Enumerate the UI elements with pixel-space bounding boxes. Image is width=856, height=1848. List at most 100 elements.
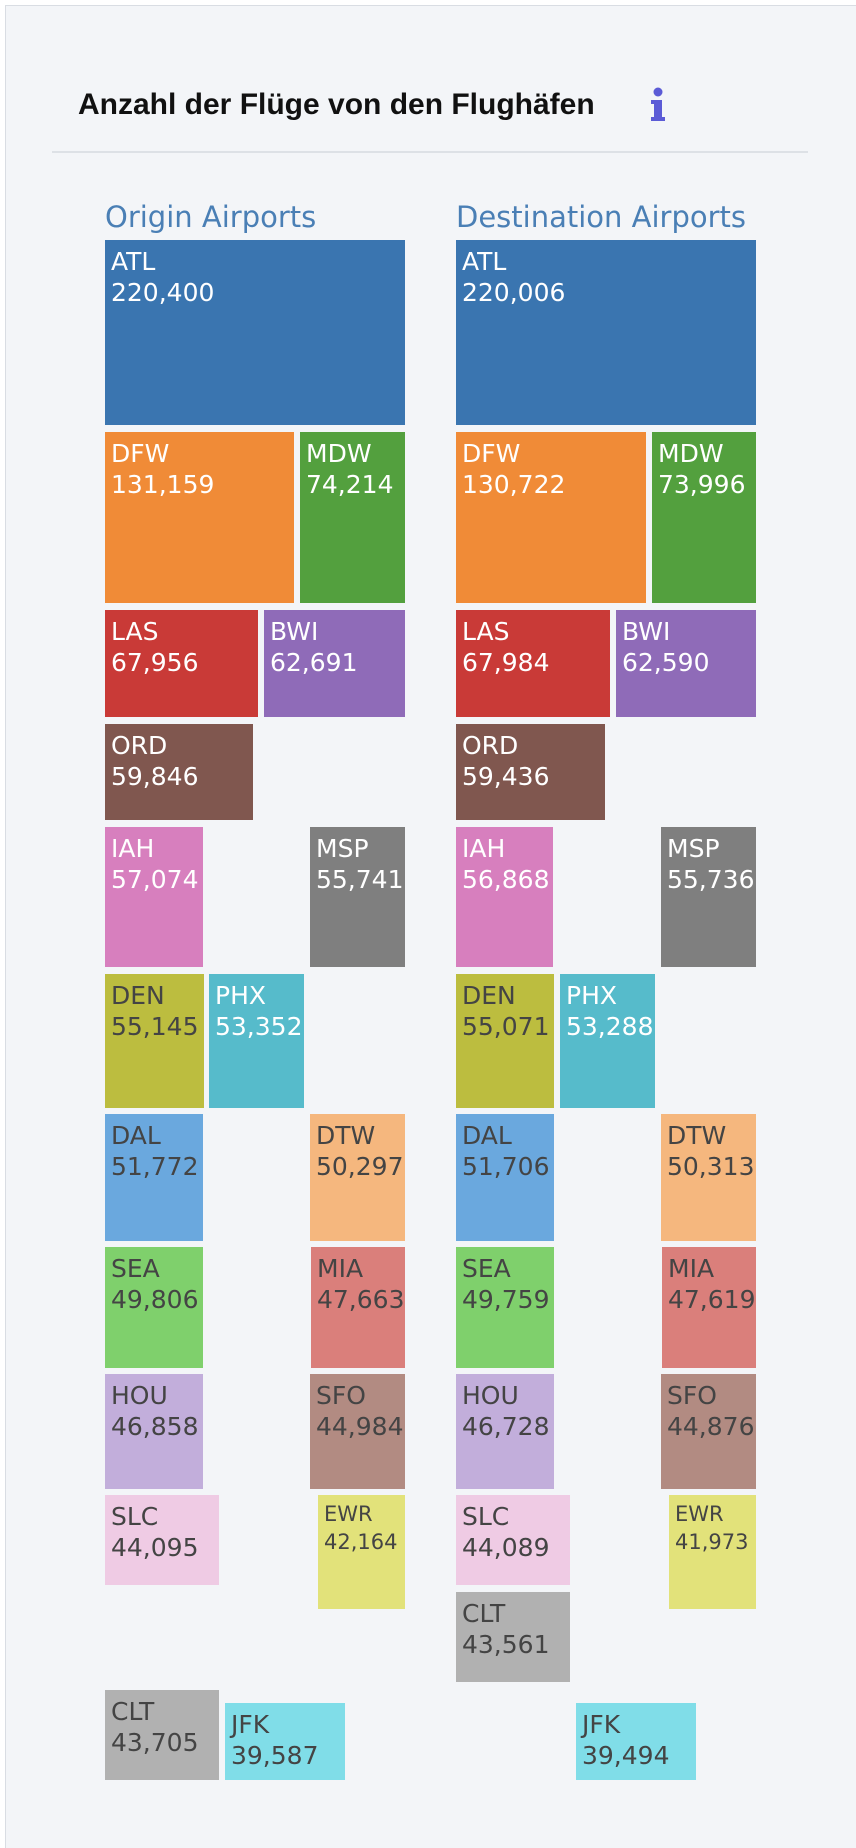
tile-label: BWI <box>270 617 319 646</box>
tile-label: EWR <box>675 1502 724 1526</box>
treemap-tile-ewr[interactable]: EWR 42,164 <box>318 1495 405 1609</box>
tile-value: 46,728 <box>462 1412 550 1441</box>
treemap-tile-den[interactable]: DEN 55,071 <box>456 974 554 1108</box>
tile-label: BWI <box>622 617 671 646</box>
tile-value: 130,722 <box>462 470 566 499</box>
treemap-tile-ewr[interactable]: EWR 41,973 <box>669 1495 756 1609</box>
tile-label: MIA <box>668 1254 715 1283</box>
treemap-tile-ord[interactable]: ORD 59,846 <box>105 724 253 820</box>
tile-label: ORD <box>462 731 519 760</box>
tile-value: 131,159 <box>111 470 215 499</box>
treemap-tile-sfo[interactable]: SFO 44,876 <box>661 1374 756 1489</box>
tile-label: CLT <box>111 1697 155 1726</box>
treemap-tile-dtw[interactable]: DTW 50,313 <box>661 1114 756 1241</box>
treemap-tile-jfk[interactable]: JFK 39,587 <box>225 1703 345 1780</box>
tile-value: 43,561 <box>462 1630 550 1659</box>
tile-label: LAS <box>462 617 510 646</box>
tile-label: PHX <box>215 981 267 1010</box>
treemap-tile-clt[interactable]: CLT 43,705 <box>105 1690 219 1780</box>
tile-value: 51,706 <box>462 1152 550 1181</box>
treemap-tile-den[interactable]: DEN 55,145 <box>105 974 204 1108</box>
tile-value: 44,876 <box>667 1412 755 1441</box>
treemap-tile-jfk[interactable]: JFK 39,494 <box>576 1703 696 1780</box>
treemap-tile-iah[interactable]: IAH 57,074 <box>105 827 203 967</box>
tile-value: 59,436 <box>462 762 550 791</box>
tile-label: DAL <box>111 1121 161 1150</box>
tile-label: DFW <box>111 439 170 468</box>
treemap-tile-msp[interactable]: MSP 55,736 <box>661 827 756 967</box>
origin-treemap-title: Origin Airports <box>105 200 317 234</box>
treemap-tile-dal[interactable]: DAL 51,772 <box>105 1114 203 1241</box>
tile-label: CLT <box>462 1599 506 1628</box>
tile-label: DAL <box>462 1121 512 1150</box>
info-icon[interactable] <box>646 86 670 126</box>
treemap-tile-iah[interactable]: IAH 56,868 <box>456 827 553 967</box>
treemap-tile-msp[interactable]: MSP 55,741 <box>310 827 405 967</box>
treemap-tile-bwi[interactable]: BWI 62,691 <box>264 610 405 717</box>
tile-value: 43,705 <box>111 1728 199 1757</box>
tile-value: 57,074 <box>111 865 199 894</box>
tile-value: 42,164 <box>324 1530 398 1554</box>
treemap-tile-dtw[interactable]: DTW 50,297 <box>310 1114 405 1241</box>
treemap-tile-phx[interactable]: PHX 53,288 <box>560 974 655 1108</box>
treemap-tile-ord[interactable]: ORD 59,436 <box>456 724 605 820</box>
tile-value: 67,956 <box>111 648 199 677</box>
treemap-tile-sea[interactable]: SEA 49,806 <box>105 1247 203 1368</box>
treemap-tile-mdw[interactable]: MDW 73,996 <box>652 432 756 603</box>
tile-value: 50,313 <box>667 1152 755 1181</box>
tile-value: 59,846 <box>111 762 199 791</box>
tile-label: DFW <box>462 439 521 468</box>
treemap-tile-slc[interactable]: SLC 44,089 <box>456 1495 570 1585</box>
tile-label: MDW <box>658 439 724 468</box>
tile-value: 62,590 <box>622 648 710 677</box>
tile-value: 55,071 <box>462 1012 550 1041</box>
tile-value: 62,691 <box>270 648 358 677</box>
tile-label: MSP <box>667 834 720 863</box>
treemap-tile-hou[interactable]: HOU 46,728 <box>456 1374 554 1489</box>
tile-label: MSP <box>316 834 369 863</box>
tile-value: 44,089 <box>462 1533 550 1562</box>
treemap-tile-atl[interactable]: ATL 220,400 <box>105 240 405 425</box>
treemap-tile-dfw[interactable]: DFW 131,159 <box>105 432 294 603</box>
treemap-tile-phx[interactable]: PHX 53,352 <box>209 974 304 1108</box>
treemap-tile-las[interactable]: LAS 67,984 <box>456 610 610 717</box>
tile-value: 51,772 <box>111 1152 199 1181</box>
destination-treemap-title: Destination Airports <box>456 200 746 234</box>
treemap-tile-sfo[interactable]: SFO 44,984 <box>310 1374 405 1489</box>
tile-value: 56,868 <box>462 865 550 894</box>
treemap-tile-bwi[interactable]: BWI 62,590 <box>616 610 756 717</box>
treemap-tile-mdw[interactable]: MDW 74,214 <box>300 432 405 603</box>
tile-label: HOU <box>111 1381 168 1410</box>
treemap-tile-clt[interactable]: CLT 43,561 <box>456 1592 570 1682</box>
tile-value: 39,494 <box>582 1741 670 1770</box>
tile-value: 53,288 <box>566 1012 654 1041</box>
tile-value: 55,741 <box>316 865 404 894</box>
tile-value: 39,587 <box>231 1741 319 1770</box>
tile-label: JFK <box>582 1710 621 1739</box>
tile-label: ATL <box>111 247 156 276</box>
tile-label: DTW <box>316 1121 376 1150</box>
tile-value: 220,006 <box>462 278 566 307</box>
tile-value: 47,663 <box>317 1285 405 1314</box>
treemap-tile-dal[interactable]: DAL 51,706 <box>456 1114 554 1241</box>
treemap-tile-mia[interactable]: MIA 47,663 <box>311 1247 405 1368</box>
tile-value: 55,736 <box>667 865 755 894</box>
tile-value: 49,759 <box>462 1285 550 1314</box>
treemap-tile-sea[interactable]: SEA 49,759 <box>456 1247 554 1368</box>
tile-label: IAH <box>111 834 155 863</box>
treemap-tile-las[interactable]: LAS 67,956 <box>105 610 258 717</box>
tile-label: IAH <box>462 834 506 863</box>
tile-label: EWR <box>324 1502 373 1526</box>
treemap-tile-dfw[interactable]: DFW 130,722 <box>456 432 646 603</box>
tile-label: DTW <box>667 1121 727 1150</box>
tile-label: ORD <box>111 731 168 760</box>
tile-label: ATL <box>462 247 507 276</box>
treemap-tile-slc[interactable]: SLC 44,095 <box>105 1495 219 1585</box>
treemap-tile-atl[interactable]: ATL 220,006 <box>456 240 756 425</box>
tile-value: 46,858 <box>111 1412 199 1441</box>
tile-value: 44,984 <box>316 1412 404 1441</box>
treemap-tile-mia[interactable]: MIA 47,619 <box>662 1247 756 1368</box>
treemap-tile-hou[interactable]: HOU 46,858 <box>105 1374 203 1489</box>
tile-value: 220,400 <box>111 278 215 307</box>
